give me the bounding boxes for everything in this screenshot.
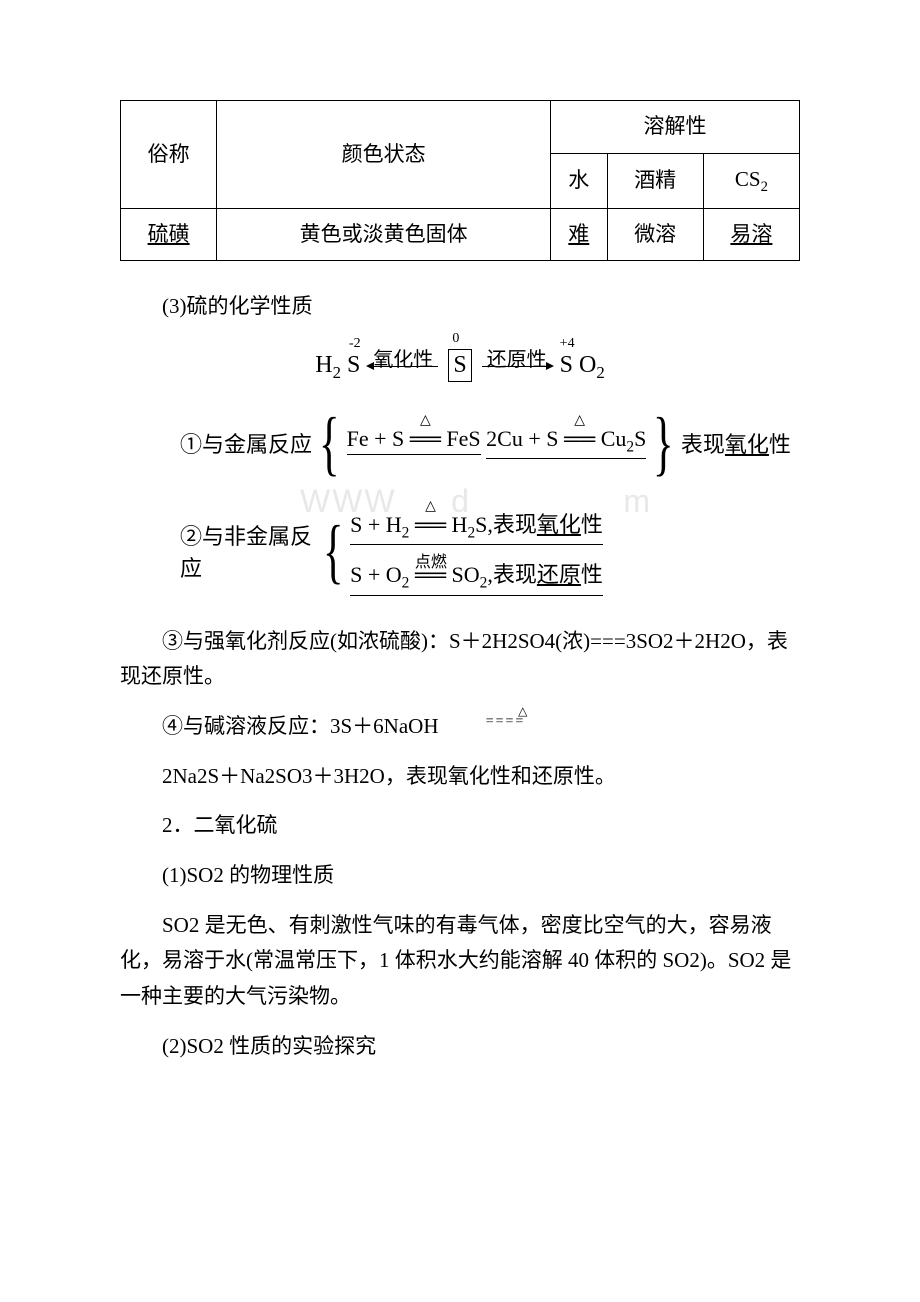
- th-solubility: 溶解性: [551, 101, 800, 154]
- section-2-title: 2．二氧化硫: [120, 808, 800, 844]
- equation-3: ③与强氧化剂反应(如浓硫酸)：S＋2H2SO4(浓)===3SO2＋2H2O，表…: [120, 624, 800, 695]
- equation-group-1: ①与金属反应 { Fe + S △══ FeS 2Cu + S △══ Cu2S…: [180, 407, 800, 479]
- page-content: 俗称 颜色状态 溶解性 水 酒精 CS2 硫磺 黄色或淡黄色固体 难 微溶 易溶…: [0, 0, 920, 1138]
- equation-4-line1: ④与碱溶液反应：3S＋6NaOH ====△: [120, 709, 800, 745]
- redox-diagram: H2 -2 S 氧化性 0S 还原性 +4S O2: [120, 349, 800, 383]
- eq1-prefix: ①与金属反应: [180, 427, 312, 459]
- properties-table: 俗称 颜色状态 溶解性 水 酒精 CS2 硫磺 黄色或淡黄色固体 难 微溶 易溶: [120, 100, 800, 261]
- cell-alcohol: 微溶: [607, 208, 703, 261]
- so2-phys-body: SO2 是无色、有刺激性气味的有毒气体，密度比空气的大，容易液化，易溶于水(常温…: [120, 908, 800, 1015]
- section-3-title: (3)硫的化学性质: [120, 289, 800, 325]
- equation-4-line2: 2Na2S＋Na2SO3＋3H2O，表现氧化性和还原性。: [120, 759, 800, 795]
- brace-right-icon: }: [653, 407, 674, 479]
- so2-exp-title: (2)SO2 性质的实验探究: [120, 1029, 800, 1065]
- cell-cs2: 易溶: [703, 208, 799, 261]
- th-cs2: CS2: [703, 153, 799, 208]
- th-water: 水: [551, 153, 608, 208]
- cell-water: 难: [551, 208, 608, 261]
- th-alcohol: 酒精: [607, 153, 703, 208]
- brace-left-icon: {: [322, 515, 343, 587]
- th-common-name: 俗称: [121, 101, 217, 209]
- cell-color: 黄色或淡黄色固体: [217, 208, 551, 261]
- equation-group-2: WWW d m ②与非金属反应 { S + H2 △══ H2S,表现氧化性 S…: [180, 501, 800, 602]
- so2-phys-title: (1)SO2 的物理性质: [120, 858, 800, 894]
- th-color-state: 颜色状态: [217, 101, 551, 209]
- cell-name: 硫磺: [121, 208, 217, 261]
- eq2-prefix: ②与非金属反应: [180, 519, 316, 583]
- brace-left-icon: {: [319, 407, 340, 479]
